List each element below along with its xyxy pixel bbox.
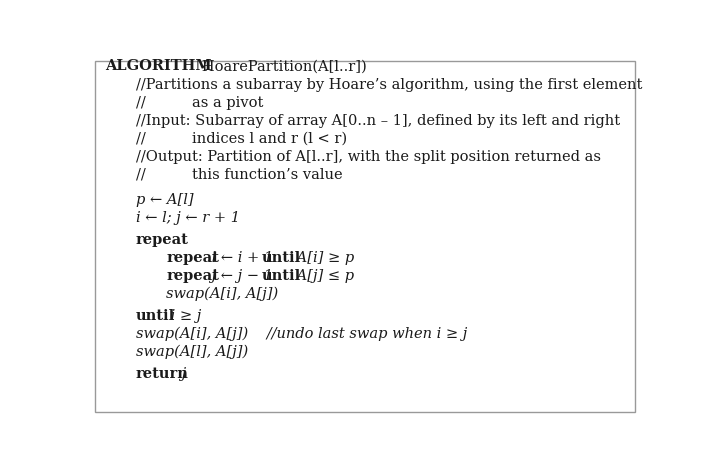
- Text: return: return: [136, 367, 189, 381]
- Text: //Partitions a subarray by Hoare’s algorithm, using the first element: //Partitions a subarray by Hoare’s algor…: [136, 78, 642, 92]
- Text: j ← j − 1: j ← j − 1: [207, 269, 278, 283]
- Text: until: until: [262, 269, 301, 283]
- Text: j: j: [177, 367, 186, 381]
- Text: swap(A[i], A[j]): swap(A[i], A[j]): [167, 287, 278, 301]
- Text: repeat: repeat: [167, 269, 219, 283]
- Text: repeat: repeat: [136, 233, 189, 247]
- Text: repeat: repeat: [167, 251, 219, 265]
- Text: until: until: [136, 309, 175, 323]
- Text: //          this function’s value: // this function’s value: [136, 168, 342, 182]
- Text: A[i] ≥ p: A[i] ≥ p: [293, 251, 355, 265]
- FancyBboxPatch shape: [95, 62, 635, 412]
- Text: i ← l; j ← r + 1: i ← l; j ← r + 1: [136, 211, 240, 225]
- Text: A[j] ≤ p: A[j] ≤ p: [293, 269, 355, 283]
- Text: //Input: Subarray of array A[0..n – 1], defined by its left and right: //Input: Subarray of array A[0..n – 1], …: [136, 113, 620, 127]
- Text: i ← i + 1: i ← i + 1: [207, 251, 278, 265]
- Text: //          as a pivot: // as a pivot: [136, 96, 263, 110]
- Text: ALGORITHM: ALGORITHM: [105, 59, 212, 73]
- Text: HoarePartition(A[l..r]): HoarePartition(A[l..r]): [188, 59, 367, 73]
- Text: swap(A[i], A[j])    //undo last swap when i ≥ j: swap(A[i], A[j]) //undo last swap when i…: [136, 326, 467, 341]
- Text: swap(A[l], A[j]): swap(A[l], A[j]): [136, 345, 248, 359]
- Text: p ← A[l]: p ← A[l]: [136, 193, 194, 207]
- Text: until: until: [262, 251, 301, 265]
- Text: //Output: Partition of A[l..r], with the split position returned as: //Output: Partition of A[l..r], with the…: [136, 150, 601, 164]
- Text: i ≥ j: i ≥ j: [167, 309, 201, 323]
- Text: //          indices l and r (l < r): // indices l and r (l < r): [136, 132, 347, 146]
